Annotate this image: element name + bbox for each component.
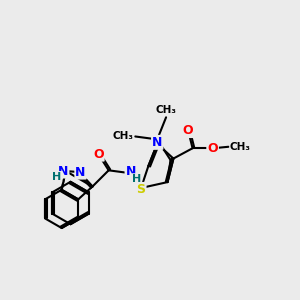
Text: S: S: [136, 183, 146, 196]
Text: N: N: [152, 136, 162, 149]
Text: N: N: [75, 166, 86, 178]
Text: O: O: [93, 148, 104, 160]
Text: N: N: [58, 164, 68, 178]
Text: N: N: [126, 165, 136, 178]
Text: CH₃: CH₃: [156, 105, 177, 115]
Text: H: H: [132, 174, 141, 184]
Text: CH₃: CH₃: [113, 131, 134, 142]
Text: O: O: [183, 124, 194, 137]
Text: O: O: [207, 142, 218, 155]
Text: H: H: [52, 172, 62, 182]
Text: CH₃: CH₃: [230, 142, 251, 152]
